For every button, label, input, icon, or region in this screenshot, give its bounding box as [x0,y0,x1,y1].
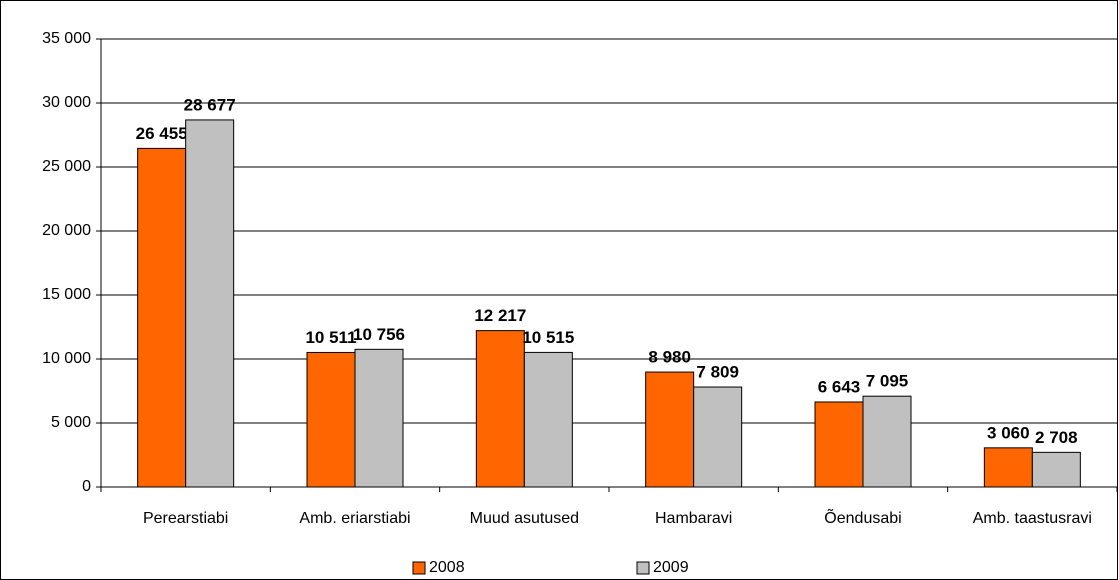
legend-label: 2009 [653,559,689,576]
legend-swatch [636,561,650,575]
y-tick-label: 25 000 [42,158,91,175]
bar [983,447,1033,488]
legend-swatch [412,561,426,575]
bar [645,371,695,488]
y-tick-label: 15 000 [42,286,91,303]
value-label: 7 095 [866,372,909,391]
y-tick-label: 30 000 [42,94,91,111]
bar [137,147,187,488]
value-label: 10 511 [305,328,356,347]
value-label: 12 217 [474,306,526,325]
value-label: 7 809 [696,363,739,382]
x-tick-label: Hambaravi [655,510,732,527]
bar [814,401,864,488]
x-tick-label: Õendusabi [824,507,901,527]
value-label: 3 060 [987,423,1030,442]
value-label: 10 515 [522,328,574,347]
bar [354,348,404,488]
value-label: 26 455 [136,124,188,143]
y-tick-label: 35 000 [42,30,91,47]
bar [862,395,912,488]
bar [475,330,525,488]
value-label: 10 756 [353,325,405,344]
y-tick-label: 10 000 [42,350,91,367]
x-tick-label: Amb. taastusravi [973,510,1092,527]
x-tick-label: Amb. eriarstiabi [299,510,410,527]
value-label: 8 980 [648,348,691,367]
y-tick-label: 5 000 [51,414,91,431]
legend-label: 2008 [429,559,465,576]
bar [306,351,356,488]
y-tick-label: 0 [82,478,91,495]
x-tick-label: Muud asutused [470,510,579,527]
value-label: 6 643 [818,377,861,396]
bar [1031,451,1081,488]
value-label: 2 708 [1035,428,1078,447]
x-tick-label: Perearstiabi [143,510,228,527]
value-label: 28 677 [184,95,236,114]
bar [523,351,573,488]
bar [185,119,235,488]
bar [693,386,743,488]
y-tick-label: 20 000 [42,222,91,239]
